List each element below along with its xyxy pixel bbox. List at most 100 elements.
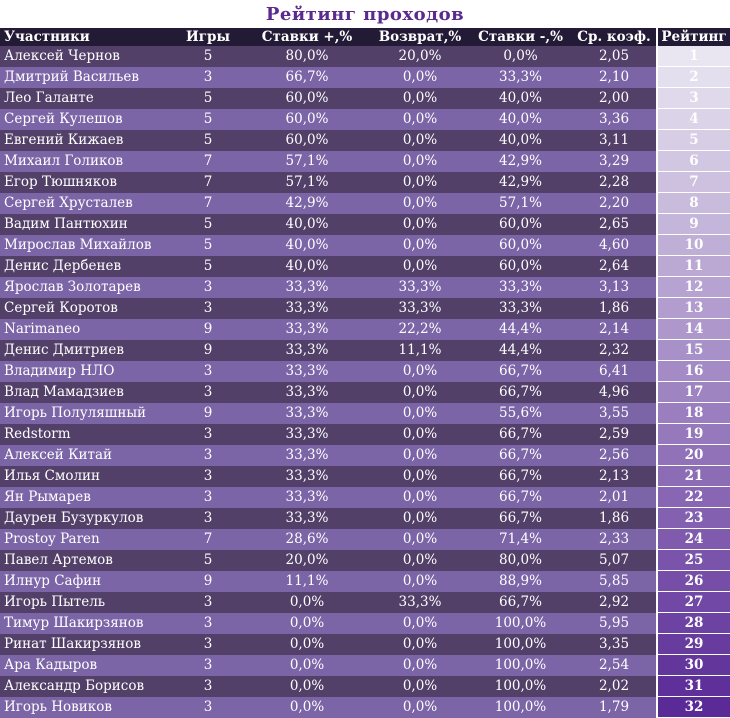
table-row: Влад Мамадзиев 3 33,3% 0,0% 66,7% 4,96 17 <box>0 381 730 403</box>
refund-cell: 0,0% <box>371 423 469 445</box>
rating-table: Участники Игры Ставки +,% Возврат,% Став… <box>0 28 730 718</box>
bets-plus-cell: 0,0% <box>243 612 371 634</box>
bets-plus-cell: 33,3% <box>243 360 371 382</box>
bets-minus-cell: 42,9% <box>469 171 572 193</box>
refund-cell: 0,0% <box>371 402 469 424</box>
bets-plus-cell: 33,3% <box>243 507 371 529</box>
rating-cell: 16 <box>656 360 730 382</box>
games-cell: 9 <box>173 402 243 424</box>
bets-minus-cell: 55,6% <box>469 402 572 424</box>
rating-cell: 22 <box>656 486 730 508</box>
avg-coef-cell: 2,02 <box>572 675 657 697</box>
games-cell: 3 <box>173 633 243 655</box>
refund-cell: 0,0% <box>371 507 469 529</box>
participant-name-cell: Павел Артемов <box>0 549 173 571</box>
games-cell: 9 <box>173 339 243 361</box>
participant-name-cell: Игорь Полуляшный <box>0 402 173 424</box>
participant-name-cell: Prostoy Paren <box>0 528 173 550</box>
refund-cell: 0,0% <box>371 654 469 676</box>
bets-plus-cell: 33,3% <box>243 276 371 298</box>
bets-minus-cell: 0,0% <box>469 46 572 67</box>
games-cell: 3 <box>173 66 243 88</box>
bets-plus-cell: 33,3% <box>243 486 371 508</box>
rating-cell: 32 <box>656 696 730 718</box>
bets-plus-cell: 28,6% <box>243 528 371 550</box>
refund-cell: 20,0% <box>371 46 469 67</box>
table-row: Сергей Кулешов 5 60,0% 0,0% 40,0% 3,36 4 <box>0 108 730 130</box>
bets-plus-cell: 40,0% <box>243 255 371 277</box>
participant-name-cell: Михаил Голиков <box>0 150 173 172</box>
refund-cell: 0,0% <box>371 360 469 382</box>
avg-coef-cell: 5,85 <box>572 570 657 592</box>
rating-cell: 5 <box>656 129 730 151</box>
refund-cell: 33,3% <box>371 276 469 298</box>
table-row: Вадим Пантюхин 5 40,0% 0,0% 60,0% 2,65 9 <box>0 213 730 235</box>
avg-coef-cell: 2,54 <box>572 654 657 676</box>
refund-cell: 22,2% <box>371 318 469 340</box>
avg-coef-cell: 4,96 <box>572 381 657 403</box>
games-cell: 3 <box>173 444 243 466</box>
table-row: Лео Галанте 5 60,0% 0,0% 40,0% 2,00 3 <box>0 87 730 109</box>
bets-minus-cell: 66,7% <box>469 423 572 445</box>
table-row: Евгений Кижаев 5 60,0% 0,0% 40,0% 3,11 5 <box>0 129 730 151</box>
refund-cell: 0,0% <box>371 486 469 508</box>
participant-name-cell: Алексей Чернов <box>0 46 173 67</box>
avg-coef-cell: 2,20 <box>572 192 657 214</box>
bets-plus-cell: 40,0% <box>243 213 371 235</box>
table-row: Мирослав Михайлов 5 40,0% 0,0% 60,0% 4,60 10 <box>0 234 730 256</box>
avg-coef-cell: 3,13 <box>572 276 657 298</box>
bets-plus-cell: 42,9% <box>243 192 371 214</box>
rating-cell: 7 <box>656 171 730 193</box>
avg-coef-cell: 1,86 <box>572 507 657 529</box>
games-cell: 3 <box>173 591 243 613</box>
column-header-rating: Рейтинг <box>656 28 730 46</box>
participant-name-cell: Илнур Сафин <box>0 570 173 592</box>
refund-cell: 0,0% <box>371 192 469 214</box>
bets-minus-cell: 66,7% <box>469 486 572 508</box>
games-cell: 3 <box>173 297 243 319</box>
rating-cell: 14 <box>656 318 730 340</box>
bets-plus-cell: 0,0% <box>243 633 371 655</box>
table-row: Алексей Чернов 5 80,0% 20,0% 0,0% 2,05 1 <box>0 46 730 67</box>
bets-plus-cell: 33,3% <box>243 402 371 424</box>
rating-cell: 31 <box>656 675 730 697</box>
bets-plus-cell: 33,3% <box>243 297 371 319</box>
rating-cell: 10 <box>656 234 730 256</box>
participant-name-cell: Лео Галанте <box>0 87 173 109</box>
table-row: Narimaneo 9 33,3% 22,2% 44,4% 2,14 14 <box>0 318 730 340</box>
table-row: Тимур Шакирзянов 3 0,0% 0,0% 100,0% 5,95 28 <box>0 612 730 634</box>
games-cell: 5 <box>173 213 243 235</box>
games-cell: 3 <box>173 276 243 298</box>
bets-plus-cell: 33,3% <box>243 318 371 340</box>
rating-cell: 15 <box>656 339 730 361</box>
column-header-avg-coef: Ср. коэф. <box>572 28 657 46</box>
refund-cell: 0,0% <box>371 87 469 109</box>
column-header-refund: Возврат,% <box>371 28 469 46</box>
table-row: Даурен Бузуркулов 3 33,3% 0,0% 66,7% 1,86 23 <box>0 507 730 529</box>
games-cell: 5 <box>173 129 243 151</box>
bets-plus-cell: 60,0% <box>243 129 371 151</box>
participant-name-cell: Игорь Пытель <box>0 591 173 613</box>
table-row: Алексей Китай 3 33,3% 0,0% 66,7% 2,56 20 <box>0 444 730 466</box>
table-row: Сергей Коротов 3 33,3% 33,3% 33,3% 1,86 13 <box>0 297 730 319</box>
bets-minus-cell: 40,0% <box>469 108 572 130</box>
rating-cell: 25 <box>656 549 730 571</box>
games-cell: 3 <box>173 675 243 697</box>
bets-plus-cell: 33,3% <box>243 444 371 466</box>
games-cell: 7 <box>173 192 243 214</box>
games-cell: 3 <box>173 465 243 487</box>
table-row: Илья Смолин 3 33,3% 0,0% 66,7% 2,13 21 <box>0 465 730 487</box>
rating-cell: 19 <box>656 423 730 445</box>
participant-name-cell: Денис Дербенев <box>0 255 173 277</box>
bets-plus-cell: 33,3% <box>243 381 371 403</box>
avg-coef-cell: 2,92 <box>572 591 657 613</box>
table-row: Ринат Шакирзянов 3 0,0% 0,0% 100,0% 3,35 29 <box>0 633 730 655</box>
games-cell: 3 <box>173 381 243 403</box>
bets-minus-cell: 66,7% <box>469 360 572 382</box>
participant-name-cell: Илья Смолин <box>0 465 173 487</box>
bets-minus-cell: 44,4% <box>469 318 572 340</box>
refund-cell: 0,0% <box>371 465 469 487</box>
refund-cell: 11,1% <box>371 339 469 361</box>
rating-cell: 3 <box>656 87 730 109</box>
games-cell: 5 <box>173 46 243 67</box>
